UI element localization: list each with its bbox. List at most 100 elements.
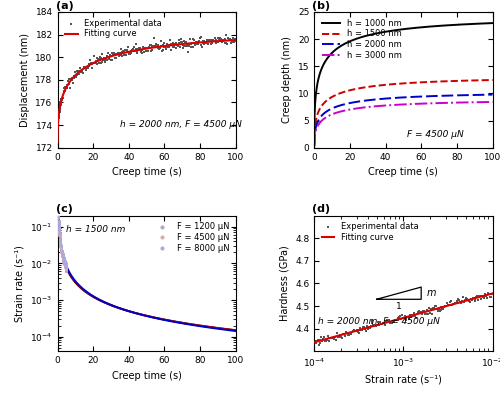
F = 4500 μN <box>54 218 62 225</box>
Experimental data <box>166 37 174 43</box>
Experimental data <box>186 44 194 50</box>
Experimental data <box>94 55 102 62</box>
Experimental data <box>124 49 132 56</box>
Experimental data <box>324 332 332 339</box>
Experimental data <box>55 110 63 116</box>
Experimental data <box>106 56 114 63</box>
Experimental data <box>168 44 176 50</box>
Experimental data <box>459 294 467 300</box>
Experimental data <box>318 338 326 345</box>
Experimental data <box>68 77 76 83</box>
F = 1200 μN <box>62 268 70 274</box>
Fitting curve <box>332 334 338 339</box>
F = 8000 μN <box>60 257 68 263</box>
Experimental data <box>362 328 370 334</box>
Experimental data <box>426 310 434 317</box>
Experimental data <box>74 68 82 74</box>
Experimental data <box>113 51 121 57</box>
Experimental data <box>199 38 207 44</box>
F = 8000 μN <box>57 243 65 249</box>
Experimental data <box>220 38 228 44</box>
Experimental data <box>54 119 62 125</box>
F = 4500 μN <box>58 249 66 255</box>
Experimental data <box>57 99 65 106</box>
Experimental data <box>132 46 140 52</box>
Experimental data <box>480 295 488 301</box>
Experimental data <box>124 47 132 53</box>
Experimental data <box>212 40 220 46</box>
Experimental data <box>102 55 110 61</box>
Experimental data <box>146 42 154 48</box>
Experimental data <box>420 308 428 314</box>
Experimental data <box>120 52 128 58</box>
Experimental data <box>444 302 452 308</box>
Experimental data <box>146 42 154 48</box>
Experimental data <box>117 46 125 52</box>
F = 1200 μN <box>56 234 64 241</box>
Experimental data <box>316 340 324 347</box>
Experimental data <box>104 56 112 62</box>
Experimental data <box>71 69 79 75</box>
Experimental data <box>78 67 86 73</box>
Experimental data <box>55 107 63 113</box>
Experimental data <box>54 119 62 125</box>
h = 1000 nm <box>311 140 317 145</box>
F = 4500 μN <box>62 265 70 272</box>
Experimental data <box>214 39 222 45</box>
F = 1200 μN <box>56 240 64 246</box>
h = 2000 nm <box>343 102 349 106</box>
Experimental data <box>154 44 162 51</box>
Experimental data <box>210 38 218 44</box>
Experimental data <box>90 60 98 66</box>
F = 4500 μN <box>62 262 70 268</box>
Experimental data <box>102 57 110 64</box>
Text: F = 4500 μN: F = 4500 μN <box>407 130 464 139</box>
Experimental data <box>355 330 363 336</box>
h = 1000 nm <box>357 35 363 40</box>
F = 4500 μN <box>56 239 64 245</box>
Experimental data <box>444 302 452 308</box>
Experimental data <box>82 65 90 71</box>
F = 4500 μN <box>60 255 68 261</box>
Experimental data <box>56 105 64 111</box>
Experimental data <box>462 296 470 302</box>
Experimental data <box>56 100 64 106</box>
Fitting curve <box>441 304 447 309</box>
Experimental data <box>152 41 160 48</box>
Legend: F = 1200 μN, F = 4500 μN, F = 8000 μN: F = 1200 μN, F = 4500 μN, F = 8000 μN <box>154 222 230 253</box>
F = 4500 μN <box>54 204 62 210</box>
Experimental data <box>198 44 206 50</box>
Experimental data <box>344 331 352 338</box>
Experimental data <box>55 111 63 117</box>
F = 8000 μN <box>60 258 68 264</box>
Experimental data <box>165 42 173 48</box>
F = 4500 μN <box>57 245 65 252</box>
Experimental data <box>82 67 90 73</box>
Experimental data <box>173 42 181 48</box>
F = 8000 μN <box>60 257 68 263</box>
Experimental data <box>211 35 219 41</box>
Experimental data <box>442 303 450 309</box>
Experimental data <box>378 321 386 327</box>
Experimental data <box>56 108 64 114</box>
Experimental data <box>344 330 351 336</box>
Experimental data <box>396 314 404 320</box>
Experimental data <box>188 40 196 46</box>
Experimental data <box>443 300 451 306</box>
Experimental data <box>390 319 398 325</box>
Experimental data <box>58 96 66 103</box>
Experimental data <box>112 55 120 62</box>
Experimental data <box>131 48 139 54</box>
Experimental data <box>54 122 62 128</box>
Experimental data <box>55 111 63 117</box>
F = 4500 μN <box>58 252 66 259</box>
Experimental data <box>56 107 64 114</box>
Fitting curve <box>174 42 180 47</box>
Experimental data <box>318 334 326 341</box>
Experimental data <box>80 64 88 71</box>
Experimental data <box>54 125 62 132</box>
Experimental data <box>179 42 187 48</box>
Experimental data <box>144 48 152 54</box>
Y-axis label: Creep depth (nm): Creep depth (nm) <box>282 37 292 123</box>
Experimental data <box>356 325 364 331</box>
